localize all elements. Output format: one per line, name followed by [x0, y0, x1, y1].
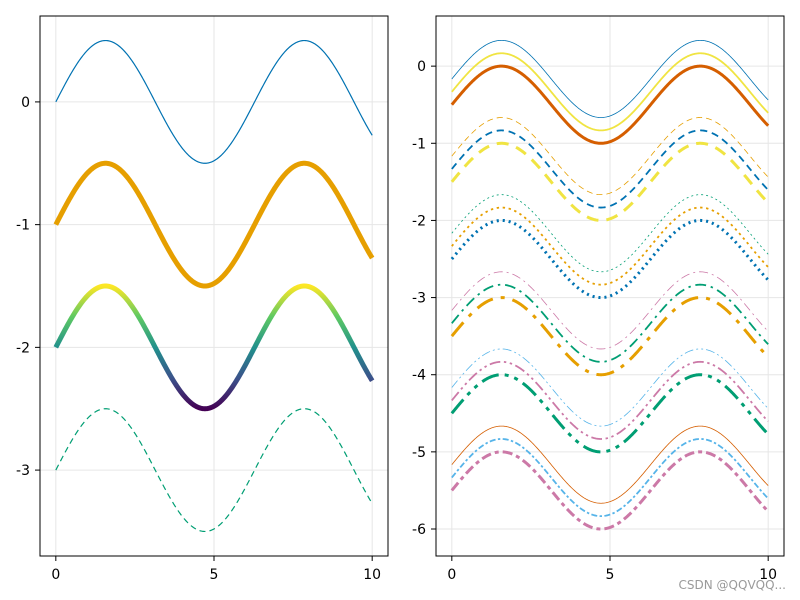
- series-line-17: [451, 438, 769, 518]
- left-axes: 0 5 10 0 -1 -2 -3: [16, 15, 389, 583]
- series-line-14: [451, 360, 769, 440]
- y-tick-label: -4: [412, 368, 426, 384]
- series-line-9: [450, 218, 770, 300]
- series-line-2: [451, 52, 769, 132]
- right-axes: 0 5 10 0 -1 -2 -3 -4 -5 -6: [412, 15, 785, 583]
- series-line-4: [451, 117, 769, 196]
- y-tick-label: -3: [16, 463, 30, 479]
- x-tick-label: 10: [759, 567, 777, 583]
- x-tick-label: 0: [447, 567, 456, 583]
- series-line-3: [450, 64, 770, 145]
- y-tick-label: -2: [16, 340, 30, 356]
- series-line-8: [451, 206, 769, 286]
- series-line-13: [451, 348, 769, 427]
- y-tick-label: -2: [412, 213, 426, 229]
- y-tick-label: 0: [21, 95, 30, 111]
- x-tick-label: 0: [51, 567, 60, 583]
- series-line-3: [53, 283, 375, 412]
- x-tick-label: 5: [210, 567, 219, 583]
- series-line-4: [55, 408, 373, 533]
- series-line-18: [450, 450, 770, 531]
- x-tick-label: 10: [363, 567, 381, 583]
- series-line-1: [451, 39, 769, 118]
- series-line-12: [450, 296, 770, 377]
- watermark-text: CSDN @QQVQQ...: [678, 578, 786, 592]
- series-line-7: [451, 194, 769, 273]
- series-line-16: [451, 425, 769, 504]
- series-line-2: [53, 160, 375, 289]
- x-tick-label: 5: [606, 567, 615, 583]
- series-line-15: [450, 373, 770, 454]
- y-tick-label: -6: [412, 522, 426, 538]
- series-line-10: [451, 271, 769, 350]
- y-tick-label: -1: [412, 136, 426, 152]
- y-tick-label: -3: [412, 291, 426, 307]
- y-tick-label: -5: [412, 445, 426, 461]
- series-line-6: [450, 141, 770, 222]
- series-line-1: [55, 39, 373, 164]
- y-tick-label: 0: [417, 59, 426, 75]
- y-tick-label: -1: [16, 218, 30, 234]
- series-line-5: [451, 129, 769, 209]
